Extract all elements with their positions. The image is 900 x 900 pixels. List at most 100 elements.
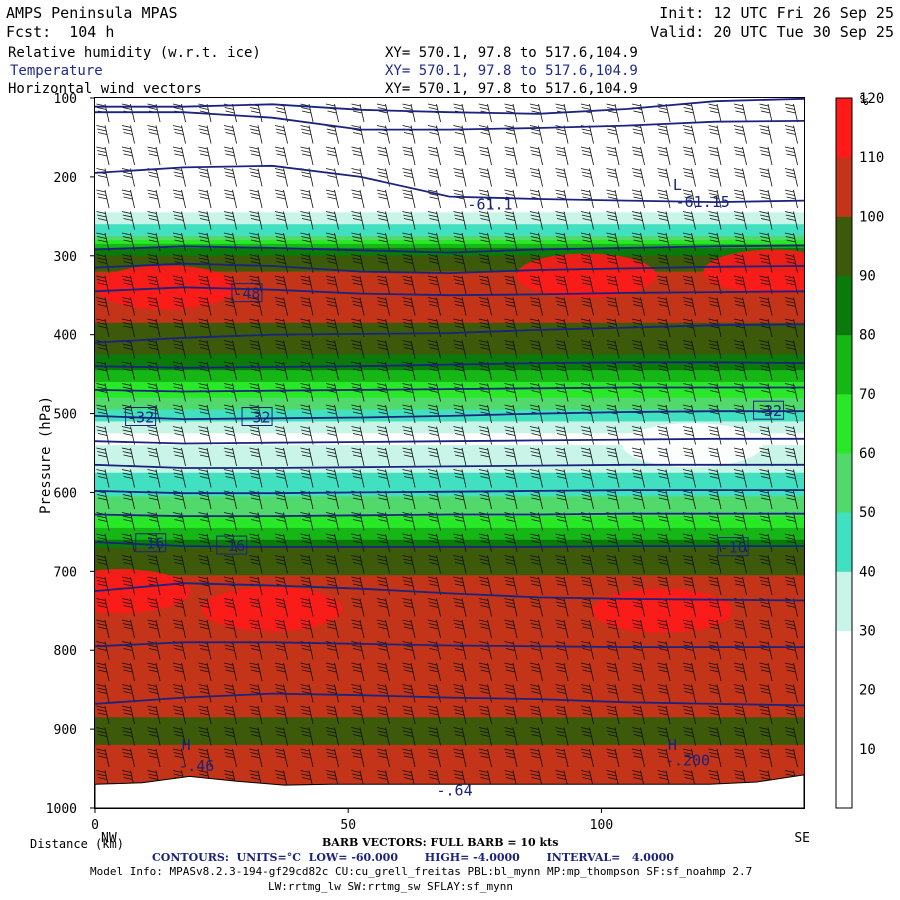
rh-band [95, 480, 804, 486]
wind-barb-flag [555, 705, 565, 709]
wind-barb-flag [274, 232, 285, 236]
wind-barb-flag [276, 239, 286, 243]
wind-barb-flag [709, 454, 720, 458]
wind-barb-flag [633, 497, 643, 501]
wind-barb-flag [785, 730, 795, 734]
rh-band [95, 697, 804, 703]
wind-barb-flag [402, 297, 412, 300]
rh-band [95, 737, 804, 742]
wind-barb-flag [505, 580, 515, 583]
wind-barb-flag [658, 476, 669, 479]
wind-barb-flag [453, 727, 463, 730]
wind-barb-flag [529, 469, 540, 472]
wind-barb-flag [480, 540, 490, 544]
wind-barb-flag [301, 218, 312, 221]
wind-barb-flag [351, 103, 361, 107]
rh-band [95, 129, 804, 135]
wind-barb-flag [173, 343, 183, 347]
wind-barb-flag [403, 454, 414, 458]
wind-barb-flag [199, 343, 209, 347]
wind-barb-flag [199, 755, 210, 759]
wind-barb-flag [97, 279, 107, 282]
wind-barb-flag [275, 537, 285, 540]
wind-barb-flag [735, 648, 745, 651]
rh-band [95, 417, 804, 423]
wind-barb-flag [657, 641, 667, 644]
wind-barb-flag [199, 669, 210, 673]
rh-band [95, 666, 804, 671]
wind-barb-flag [376, 684, 387, 687]
wind-barb-flag [199, 171, 209, 175]
wind-barb-flag [657, 297, 667, 300]
rh-band [95, 630, 804, 636]
wind-barb-flag [173, 300, 183, 304]
wind-barb-flag [301, 626, 312, 630]
contour-label: -.64 [437, 782, 473, 800]
wind-barb-flag [607, 193, 617, 196]
contour-label: -16 [218, 537, 245, 555]
wind-barb-flag [429, 325, 439, 329]
wind-barb-flag [709, 322, 719, 325]
wind-barb-flag [479, 429, 489, 433]
wind-barb-flag [607, 128, 617, 132]
wind-barb-flag [148, 193, 158, 196]
wind-barb-flag [454, 730, 464, 734]
wind-barb-flag [376, 641, 387, 644]
wind-barb-flag [606, 211, 616, 214]
wind-barb-flag [786, 110, 796, 114]
wind-barb-flag [683, 537, 693, 540]
wind-barb-flag [759, 662, 769, 666]
wind-barb-flag [148, 386, 158, 390]
wind-barb-flag [479, 257, 489, 261]
rh-band [95, 263, 804, 269]
wind-barb-flag [708, 318, 718, 322]
wind-barb-flag [786, 712, 796, 716]
wind-barb-flag [784, 555, 795, 558]
wind-barb-flag [325, 447, 336, 451]
wind-barb-flag [97, 734, 108, 737]
wind-barb-flag [300, 125, 310, 128]
wind-barb-flag [327, 562, 337, 565]
wind-barb-flag [633, 110, 643, 114]
wind-barb-flag [504, 426, 514, 429]
wind-barb-flag [708, 404, 718, 408]
wind-barb-flag [708, 469, 718, 472]
wind-barb-flag [352, 648, 363, 651]
wind-barb-flag [301, 368, 312, 372]
contour-label: -32 [244, 409, 271, 427]
wind-barb-flag [274, 684, 285, 687]
wind-barb-flag [326, 429, 336, 433]
wind-barb-flag [172, 125, 183, 128]
wind-barb-flag [631, 189, 642, 193]
wind-barb-flag [531, 218, 541, 221]
wind-barb-flag [581, 515, 591, 519]
wind-barb-flag [402, 125, 412, 128]
wind-barb-flag [480, 218, 490, 221]
wind-barb-flag [709, 343, 719, 347]
wind-barb-flag [250, 408, 260, 411]
rh-band [95, 397, 804, 403]
wind-barb-flag [122, 623, 132, 626]
wind-barb-flag [582, 132, 592, 135]
wind-barb-flag [148, 454, 159, 458]
wind-barb-flag [122, 494, 132, 497]
contour-label-box [125, 407, 157, 426]
wind-barb-flag [276, 605, 286, 608]
wind-barb-flag [555, 748, 565, 752]
wind-barb-flag [633, 583, 643, 587]
wind-barb-flag [223, 748, 234, 752]
wind-barb-flag [224, 279, 234, 282]
colorbar-bin [836, 689, 852, 750]
contour-label-box [231, 283, 263, 303]
wind-barb-flag [556, 171, 566, 175]
wind-barb-flag [478, 340, 489, 343]
wind-barb-flag [760, 279, 770, 282]
wind-barb-flag [352, 386, 362, 390]
wind-barb-flag [505, 472, 515, 476]
wind-barb-flag [427, 361, 438, 365]
wind-barb-flag [97, 214, 107, 218]
wind-barb-flag [760, 752, 770, 755]
wind-barb-flag [453, 211, 463, 214]
wind-barb-flag [505, 752, 515, 755]
wind-barb-flag [478, 641, 489, 644]
